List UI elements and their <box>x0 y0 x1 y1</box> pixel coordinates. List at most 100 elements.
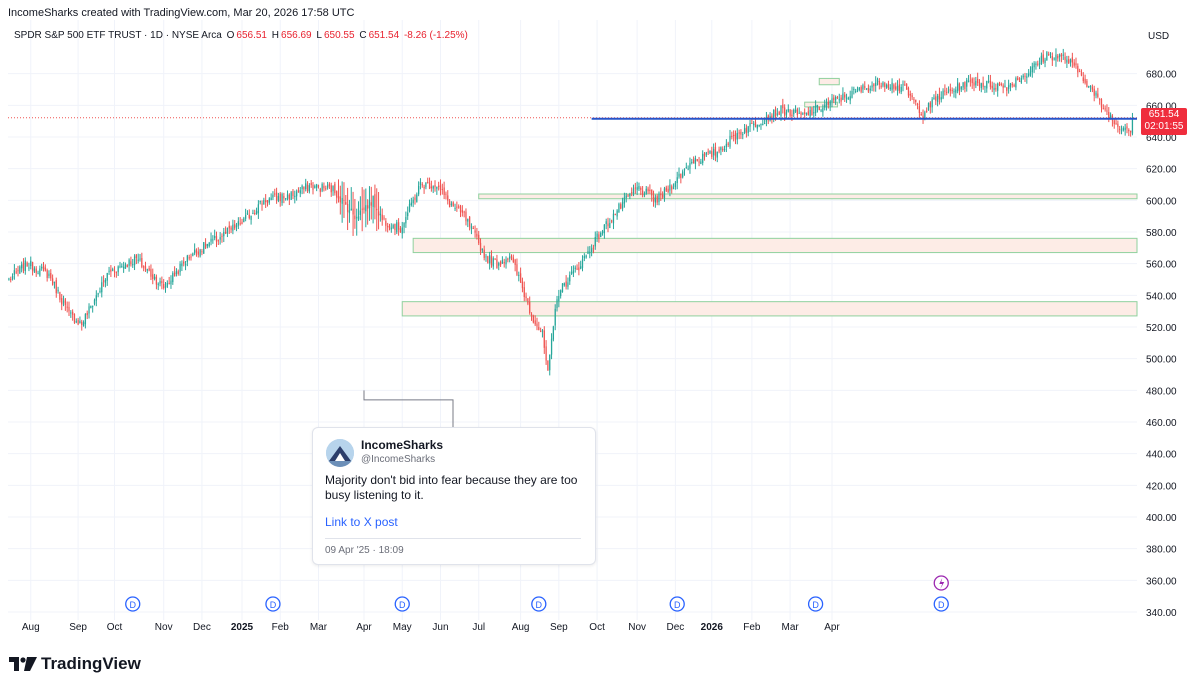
candle-body <box>1035 63 1037 65</box>
candle-body <box>658 193 660 203</box>
candle-body <box>1079 71 1081 73</box>
candle-body <box>499 262 502 266</box>
candle-body <box>523 287 525 298</box>
tweet-card[interactable]: IncomeSharks @IncomeSharks Majority don'… <box>312 427 596 565</box>
candle-body <box>252 212 254 214</box>
candle-body <box>858 87 860 91</box>
candle-body <box>534 320 536 325</box>
candle-body <box>927 103 930 111</box>
candle-body <box>11 275 14 279</box>
lightning-icon <box>939 578 945 589</box>
candle-body <box>758 124 760 126</box>
candle-body <box>873 84 875 87</box>
candle-body <box>173 272 176 277</box>
candle-body <box>461 210 463 213</box>
candle-body <box>137 259 139 261</box>
candle-body <box>99 290 101 293</box>
candle-body <box>827 101 829 105</box>
candle-body <box>57 289 59 292</box>
candle-body <box>922 115 924 118</box>
candle-body <box>468 216 471 227</box>
dividend-marker-circle <box>669 596 685 612</box>
candle-body <box>141 258 143 268</box>
candle-body <box>860 86 862 92</box>
candle-body <box>572 270 575 274</box>
dividend-marker-label: D <box>129 600 136 610</box>
candle-body <box>805 112 808 115</box>
candle-body <box>219 237 221 240</box>
candle-body <box>509 256 511 259</box>
candle-body <box>381 214 383 220</box>
supply-demand-zone <box>412 237 1138 254</box>
candle-body <box>263 199 265 205</box>
candle-body <box>1086 80 1088 87</box>
candle-body <box>346 203 349 212</box>
candle-body <box>323 185 325 189</box>
candle-body <box>483 249 485 258</box>
candle-body <box>885 84 888 88</box>
candle-body <box>22 263 25 271</box>
candle-body <box>312 184 314 190</box>
candle-body <box>115 272 117 274</box>
candle-body <box>265 200 267 203</box>
time-tick-label: Mar <box>781 622 799 633</box>
candle-body <box>1104 108 1106 110</box>
candle-body <box>547 360 549 371</box>
candle-body <box>294 195 296 198</box>
candle-body <box>463 211 465 213</box>
tradingview-branding[interactable]: TradingView <box>9 654 141 674</box>
candle-body <box>636 187 638 190</box>
candle-body <box>452 202 454 207</box>
candle-body <box>472 227 474 229</box>
candle-body <box>813 112 815 114</box>
price-axis[interactable]: 340.00 360.00 380.00 400.00 420.00 440.00 460.… <box>1146 70 1177 619</box>
time-axis[interactable]: Aug Sep Oct Nov Dec 2025 Feb Mar Apr May Jun Jul Aug… <box>22 622 841 633</box>
candle-body <box>1124 127 1126 131</box>
candle-body <box>124 264 127 269</box>
candle-body <box>246 213 249 215</box>
candle-body <box>545 346 547 361</box>
candle-body <box>632 188 635 195</box>
candle-body <box>275 192 278 201</box>
candle-body <box>556 299 558 309</box>
candle-body <box>1077 65 1079 73</box>
candle-body <box>1115 123 1117 125</box>
candle-body <box>159 280 161 284</box>
candle-body <box>377 211 380 216</box>
candle-body <box>77 319 79 325</box>
candle-body <box>977 79 979 83</box>
candle-body <box>122 266 125 269</box>
candle-body <box>947 90 950 92</box>
candle-body <box>986 81 988 89</box>
candle-body <box>73 314 76 323</box>
candle-body <box>678 173 680 177</box>
candle-body <box>680 173 682 179</box>
candle-body <box>1018 80 1021 82</box>
candle-body <box>616 210 618 217</box>
candle-body <box>809 109 811 117</box>
candle-body <box>1053 58 1055 60</box>
link-to-x-post[interactable]: Link to X post <box>325 515 398 529</box>
candle-body <box>962 82 964 88</box>
candle-body <box>345 202 347 205</box>
candle-body <box>1006 87 1008 91</box>
candle-body <box>896 85 899 92</box>
candle-body <box>459 206 462 212</box>
candle-body <box>589 251 591 254</box>
candle-body <box>1046 52 1048 61</box>
candle-body <box>507 258 509 260</box>
candle-body <box>705 152 707 155</box>
candle-body <box>339 196 341 203</box>
candle-body <box>869 88 871 91</box>
candle-body <box>1004 85 1006 88</box>
candle-body <box>565 281 567 287</box>
candle-body <box>170 280 172 285</box>
candle-body <box>569 274 571 282</box>
candle-body <box>157 283 159 285</box>
candle-body <box>804 112 806 114</box>
candle-body <box>1015 78 1017 88</box>
supply-demand-zone <box>401 301 1138 317</box>
candle-body <box>268 198 270 203</box>
candle-body <box>516 264 518 275</box>
